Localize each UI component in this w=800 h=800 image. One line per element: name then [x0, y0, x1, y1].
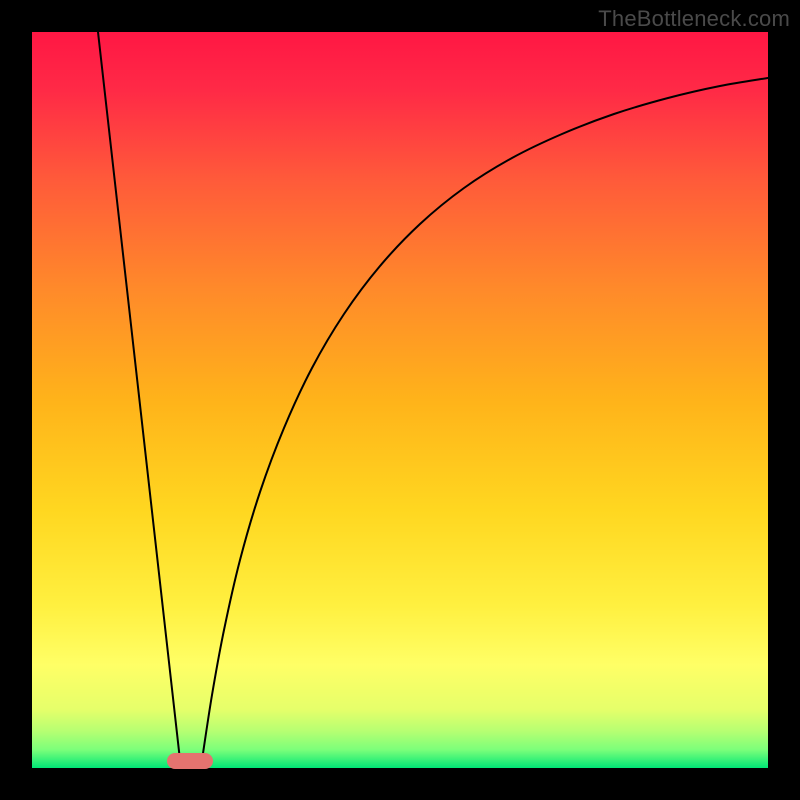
- curve-layer: [0, 0, 800, 800]
- watermark-text: TheBottleneck.com: [598, 6, 790, 32]
- bottleneck-marker: [167, 753, 213, 769]
- right-curve: [202, 78, 768, 760]
- left-v-line: [98, 32, 180, 760]
- chart-root: TheBottleneck.com: [0, 0, 800, 800]
